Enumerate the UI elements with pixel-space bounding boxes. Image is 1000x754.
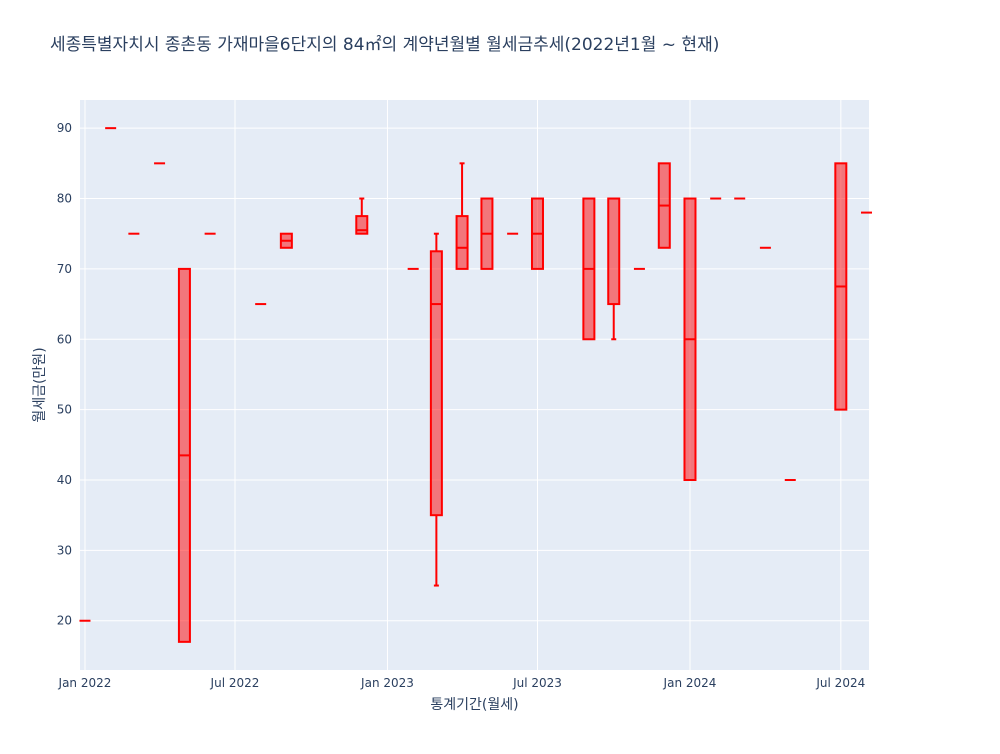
chart-title: 세종특별자치시 종촌동 가재마을6단지의 84㎡의 계약년월별 월세금추세(20… [50, 35, 719, 55]
x-tick-label: Jul 2024 [815, 676, 865, 690]
x-tick-label: Jul 2023 [512, 676, 562, 690]
box-2022-09 [279, 232, 293, 249]
y-tick-label: 70 [57, 262, 72, 276]
box-series [79, 127, 873, 643]
plot-background [80, 100, 869, 670]
y-axis-title: 월세금(만원) [32, 347, 48, 422]
box-2022-05 [177, 267, 191, 643]
x-tick-label: Jan 2024 [663, 676, 717, 690]
y-tick-label: 60 [57, 332, 72, 346]
x-tick-label: Jul 2022 [210, 676, 260, 690]
box-2023-09 [582, 197, 596, 341]
y-axis-ticks: 20 30 40 50 60 70 80 90 [57, 121, 72, 628]
x-tick-label: Jan 2022 [58, 676, 112, 690]
box-body [429, 250, 443, 517]
box-2023-10 [607, 197, 621, 341]
box-2024-07 [834, 162, 848, 411]
y-tick-label: 90 [57, 121, 72, 135]
box-body [455, 215, 469, 270]
box-2023-05 [480, 197, 494, 270]
y-tick-label: 20 [57, 614, 72, 628]
y-tick-label: 40 [57, 473, 72, 487]
x-axis-title: 통계기간(월세) [430, 697, 518, 713]
y-tick-label: 50 [57, 403, 72, 417]
x-axis-ticks: Jan 2022 Jul 2022 Jan 2023 Jul 2023 Jan 2024… [58, 676, 866, 690]
box-body [355, 215, 369, 235]
box-body [607, 197, 621, 306]
box-2023-03 [429, 232, 443, 587]
y-tick-label: 80 [57, 192, 72, 206]
box-2024-01 [683, 197, 697, 481]
box-2023-04 [455, 162, 469, 270]
box-2023-07 [530, 197, 544, 270]
box-2022-12 [355, 197, 369, 235]
x-tick-label: Jan 2023 [360, 676, 414, 690]
y-tick-label: 30 [57, 543, 72, 557]
box-2023-12 [657, 162, 671, 249]
